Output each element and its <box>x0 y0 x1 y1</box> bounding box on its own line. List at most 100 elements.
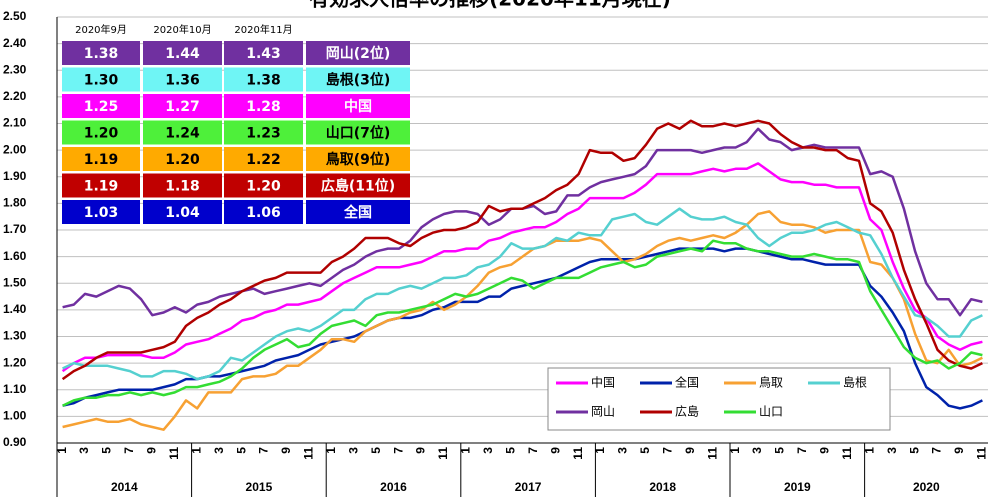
table-cell <box>62 67 140 92</box>
table-cell <box>306 200 410 224</box>
x-tick-label: 9 <box>818 447 832 454</box>
x-tick-label: 7 <box>526 447 540 454</box>
table-text: 鳥取(9位) <box>326 151 391 168</box>
table-cell <box>143 94 222 118</box>
y-tick-label: 1.60 <box>3 249 27 263</box>
table-header: 2020年9月 <box>75 23 127 36</box>
table-cell <box>62 200 140 224</box>
table-text: 1.19 <box>84 179 119 195</box>
table-cell <box>306 94 410 118</box>
x-tick-label: 7 <box>795 447 809 454</box>
year-label: 2017 <box>515 480 542 494</box>
year-label: 2020 <box>913 480 940 494</box>
y-tick-label: 1.70 <box>3 222 27 236</box>
legend-label: 山口 <box>759 405 783 419</box>
legend-label: 鳥取 <box>759 375 783 390</box>
table-text: 1.24 <box>165 126 200 142</box>
x-tick-label: 7 <box>660 447 674 454</box>
x-tick-label: 1 <box>862 447 876 454</box>
table-text: 1.36 <box>165 73 200 89</box>
table-text: 1.22 <box>246 152 281 168</box>
table-cell <box>143 120 222 145</box>
x-tick-label: 9 <box>952 447 966 454</box>
table-cell <box>224 147 303 171</box>
x-tick-label: 1 <box>55 447 69 454</box>
table-cell <box>306 120 410 145</box>
series-line <box>62 207 983 381</box>
table-text: 1.19 <box>84 152 119 168</box>
x-tick-label: 5 <box>100 447 114 454</box>
legend-box <box>547 367 891 431</box>
x-tick-label: 5 <box>907 447 921 454</box>
table-cell <box>62 41 140 65</box>
series-line <box>61 162 983 373</box>
x-tick-label: 3 <box>616 447 630 454</box>
table-cell <box>143 147 222 171</box>
y-tick-label: 1.30 <box>3 329 27 343</box>
table-text: 山口(7位) <box>326 125 391 142</box>
x-tick-label: 5 <box>503 447 517 454</box>
x-tick-label: 7 <box>122 447 136 454</box>
table-cell <box>224 67 303 92</box>
x-tick-label: 9 <box>279 447 293 454</box>
x-tick-label: 11 <box>705 447 719 460</box>
table-cell <box>224 94 303 118</box>
table-cell <box>306 147 410 171</box>
legend-label: 広島 <box>675 404 699 419</box>
table-text: 中国 <box>344 98 372 115</box>
y-tick-label: 1.90 <box>3 169 27 183</box>
x-tick-label: 11 <box>302 447 316 460</box>
x-tick-label: 1 <box>189 447 203 454</box>
year-label: 2014 <box>111 480 138 494</box>
x-tick-label: 5 <box>369 447 383 454</box>
series-line <box>62 210 983 431</box>
y-tick-label: 1.50 <box>3 275 27 289</box>
table-text: 1.27 <box>165 99 200 115</box>
table-cell <box>224 120 303 145</box>
x-tick-label: 11 <box>840 447 854 460</box>
series-line <box>62 239 983 407</box>
table-cell <box>224 200 303 224</box>
table-cell <box>143 173 222 198</box>
table-text: 1.38 <box>246 73 281 89</box>
x-tick-label: 9 <box>683 447 697 454</box>
table-text: 1.38 <box>84 46 119 62</box>
table-header: 2020年11月 <box>234 23 292 36</box>
table-text: 1.23 <box>246 126 281 142</box>
legend-label: 中国 <box>591 375 615 390</box>
x-tick-label: 1 <box>728 447 742 454</box>
table-text: 1.44 <box>165 46 200 62</box>
y-tick-label: 1.80 <box>3 196 27 210</box>
x-tick-label: 11 <box>975 447 989 460</box>
table-cell <box>306 173 410 198</box>
table-cell <box>143 67 222 92</box>
table-text: 1.04 <box>165 205 200 221</box>
x-tick-label: 5 <box>234 447 248 454</box>
y-tick-label: 1.40 <box>3 302 27 316</box>
table-cell <box>306 41 410 65</box>
table-cell <box>62 120 140 145</box>
series-line <box>61 119 983 381</box>
y-tick-label: 2.20 <box>3 89 27 103</box>
table-text: 1.20 <box>165 152 200 168</box>
x-tick-label: 7 <box>257 447 271 454</box>
table-text: 1.20 <box>246 179 281 195</box>
x-tick-label: 5 <box>773 447 787 454</box>
x-tick-label: 9 <box>548 447 562 454</box>
x-tick-label: 3 <box>885 447 899 454</box>
table-cell <box>62 147 140 171</box>
year-label: 2018 <box>649 480 676 494</box>
x-tick-label: 7 <box>391 447 405 454</box>
year-label: 2016 <box>380 480 407 494</box>
x-tick-label: 9 <box>414 447 428 454</box>
table-header: 2020年10月 <box>153 23 211 36</box>
x-tick-label: 1 <box>324 447 338 454</box>
table-text: 1.20 <box>84 126 119 142</box>
table-text: 1.06 <box>246 205 281 221</box>
table-cell <box>306 67 410 92</box>
legend-label: 島根 <box>843 375 867 390</box>
table-cell <box>143 41 222 65</box>
table-cell <box>224 41 303 65</box>
legend-label: 全国 <box>675 375 699 390</box>
